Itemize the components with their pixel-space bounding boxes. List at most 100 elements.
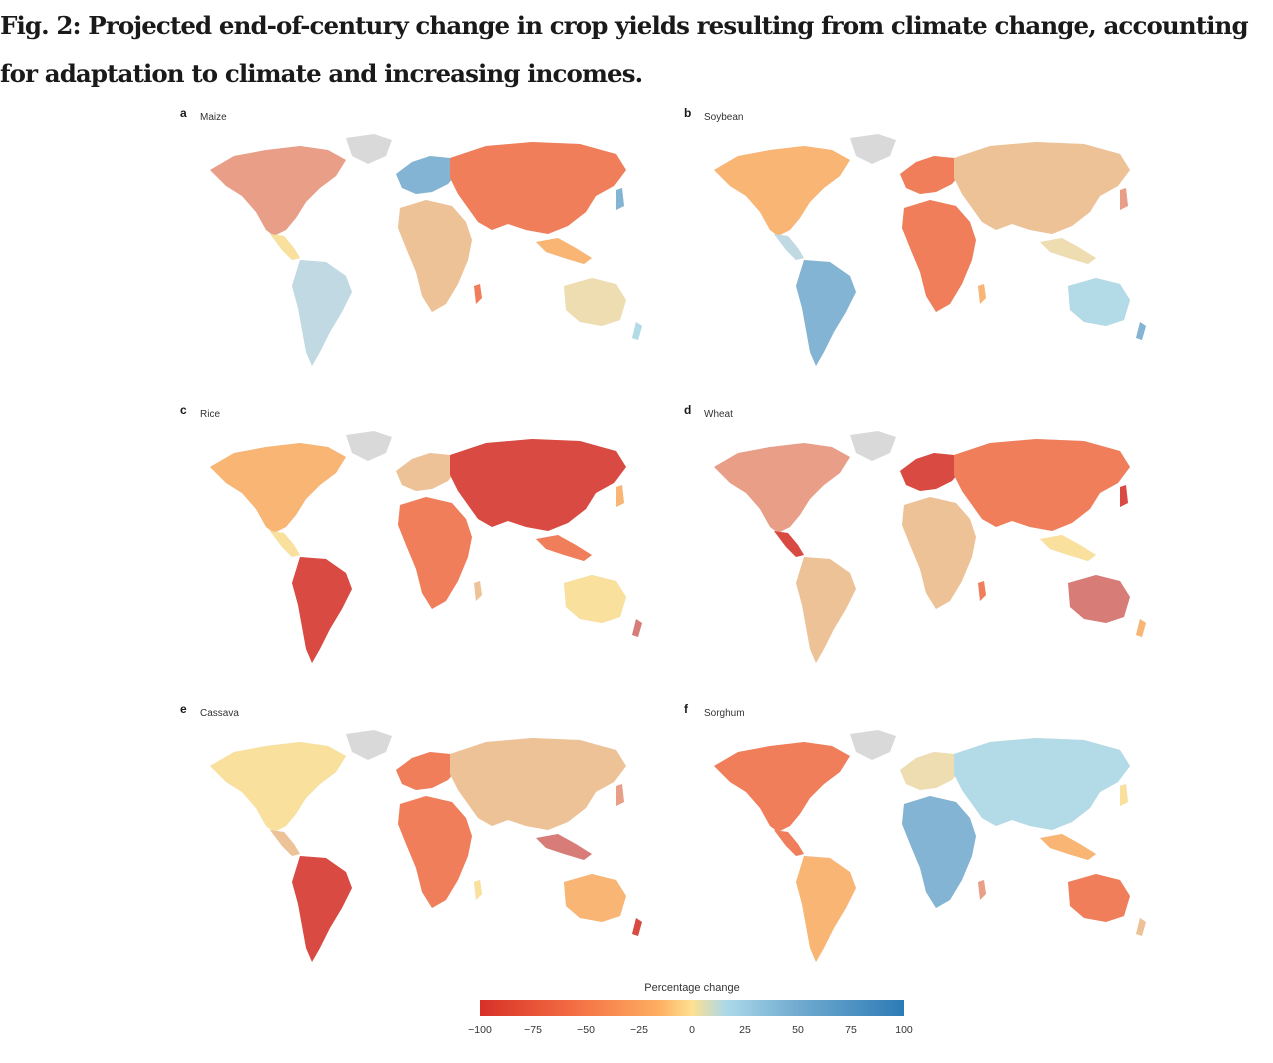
legend-tick: 50 <box>792 1024 804 1036</box>
crop-change-region-south-america <box>796 856 856 962</box>
crop-change-region-asia <box>450 142 626 234</box>
panel-crop-label: Wheat <box>704 409 733 420</box>
legend-tick: −25 <box>630 1024 648 1036</box>
crop-change-region-japan <box>1120 485 1128 507</box>
crop-change-region-se-asia <box>1040 535 1096 561</box>
crop-change-region-new-zealand <box>1136 619 1146 637</box>
crop-change-region-madagascar <box>978 581 986 601</box>
crop-change-region-africa <box>398 497 472 609</box>
legend-tick: −75 <box>524 1024 542 1036</box>
world-map <box>714 134 1146 366</box>
panel-maize: a Maize <box>180 106 680 396</box>
crop-change-region-asia <box>450 439 626 531</box>
crop-change-region-south-america <box>292 856 352 962</box>
crop-change-region-central-america <box>774 531 804 557</box>
legend-tick: 0 <box>689 1024 695 1036</box>
crop-change-region-japan <box>616 485 624 507</box>
crop-change-region-north-america <box>714 146 850 236</box>
crop-change-region-central-america <box>270 830 300 856</box>
crop-change-region-se-asia <box>536 238 592 264</box>
crop-change-region-madagascar <box>978 880 986 900</box>
world-map <box>210 730 642 962</box>
legend-tick: −50 <box>577 1024 595 1036</box>
crop-change-region-north-america <box>714 443 850 533</box>
crop-change-region-madagascar <box>474 581 482 601</box>
crop-change-region-australia <box>1068 874 1130 922</box>
crop-change-region-australia <box>564 278 626 326</box>
crop-change-region-africa <box>902 200 976 312</box>
crop-change-region-australia <box>564 575 626 623</box>
crop-change-region-central-america <box>774 830 804 856</box>
world-map <box>714 431 1146 663</box>
panel-wheat: d Wheat <box>684 403 1184 693</box>
crop-change-region-australia <box>1068 278 1130 326</box>
panel-crop-label: Cassava <box>200 708 239 719</box>
continent-greenland <box>346 431 392 461</box>
crop-change-region-se-asia <box>536 834 592 860</box>
world-map <box>714 730 1146 962</box>
crop-change-region-north-america <box>210 742 346 832</box>
crop-change-region-madagascar <box>474 284 482 304</box>
crop-change-region-asia <box>954 439 1130 531</box>
continent-greenland <box>346 730 392 760</box>
crop-change-region-asia <box>450 738 626 830</box>
panel-crop-label: Sorghum <box>704 708 745 719</box>
crop-change-region-africa <box>902 796 976 908</box>
crop-change-region-north-america <box>210 443 346 533</box>
crop-change-region-south-america <box>292 260 352 366</box>
crop-change-region-madagascar <box>474 880 482 900</box>
panel-crop-label: Maize <box>200 112 227 123</box>
panel-crop-label: Soybean <box>704 112 744 123</box>
legend-tick: −100 <box>468 1024 492 1036</box>
crop-change-region-south-america <box>796 260 856 366</box>
panel-soybean: b Soybean <box>684 106 1184 396</box>
legend-title: Percentage change <box>644 982 740 994</box>
crop-change-region-australia <box>1068 575 1130 623</box>
panel-letter: c <box>180 403 187 417</box>
crop-change-region-south-america <box>796 557 856 663</box>
crop-change-region-central-america <box>270 234 300 260</box>
crop-change-region-japan <box>1120 784 1128 806</box>
crop-change-region-europe <box>396 156 458 194</box>
crop-change-region-europe <box>396 453 458 491</box>
crop-change-region-europe <box>900 156 962 194</box>
crop-change-region-central-america <box>270 531 300 557</box>
crop-change-region-new-zealand <box>1136 918 1146 936</box>
crop-change-region-new-zealand <box>632 918 642 936</box>
crop-change-region-asia <box>954 142 1130 234</box>
world-map <box>210 431 642 663</box>
panel-crop-label: Rice <box>200 409 221 420</box>
crop-change-region-japan <box>1120 188 1128 210</box>
crop-change-region-se-asia <box>1040 238 1096 264</box>
continent-greenland <box>850 730 896 760</box>
crop-change-region-new-zealand <box>632 322 642 340</box>
crop-change-region-new-zealand <box>1136 322 1146 340</box>
crop-change-region-central-america <box>774 234 804 260</box>
panel-letter: f <box>684 702 688 716</box>
legend-tick: 75 <box>845 1024 857 1036</box>
crop-change-region-se-asia <box>1040 834 1096 860</box>
panel-rice: c Rice <box>180 403 680 693</box>
crop-change-region-africa <box>398 200 472 312</box>
colorbar-legend: Percentage change −100 −75 −50 −25 0 25 … <box>466 982 926 1052</box>
crop-change-region-europe <box>900 453 962 491</box>
continent-greenland <box>850 431 896 461</box>
crop-change-region-madagascar <box>978 284 986 304</box>
crop-change-region-south-america <box>292 557 352 663</box>
crop-change-region-north-america <box>210 146 346 236</box>
panel-letter: e <box>180 702 187 716</box>
crop-change-region-africa <box>398 796 472 908</box>
panel-cassava: e Cassava <box>180 702 680 992</box>
panel-letter: a <box>180 106 187 120</box>
crop-change-region-se-asia <box>536 535 592 561</box>
continent-greenland <box>346 134 392 164</box>
legend-tick: 100 <box>895 1024 913 1036</box>
crop-change-region-japan <box>616 188 624 210</box>
figure-title: Fig. 2: Projected end-of-century change … <box>0 11 1249 88</box>
panel-letter: d <box>684 403 692 417</box>
crop-change-region-japan <box>616 784 624 806</box>
panel-letter: b <box>684 106 692 120</box>
colorbar <box>480 1000 904 1016</box>
crop-change-region-asia <box>954 738 1130 830</box>
crop-change-region-north-america <box>714 742 850 832</box>
